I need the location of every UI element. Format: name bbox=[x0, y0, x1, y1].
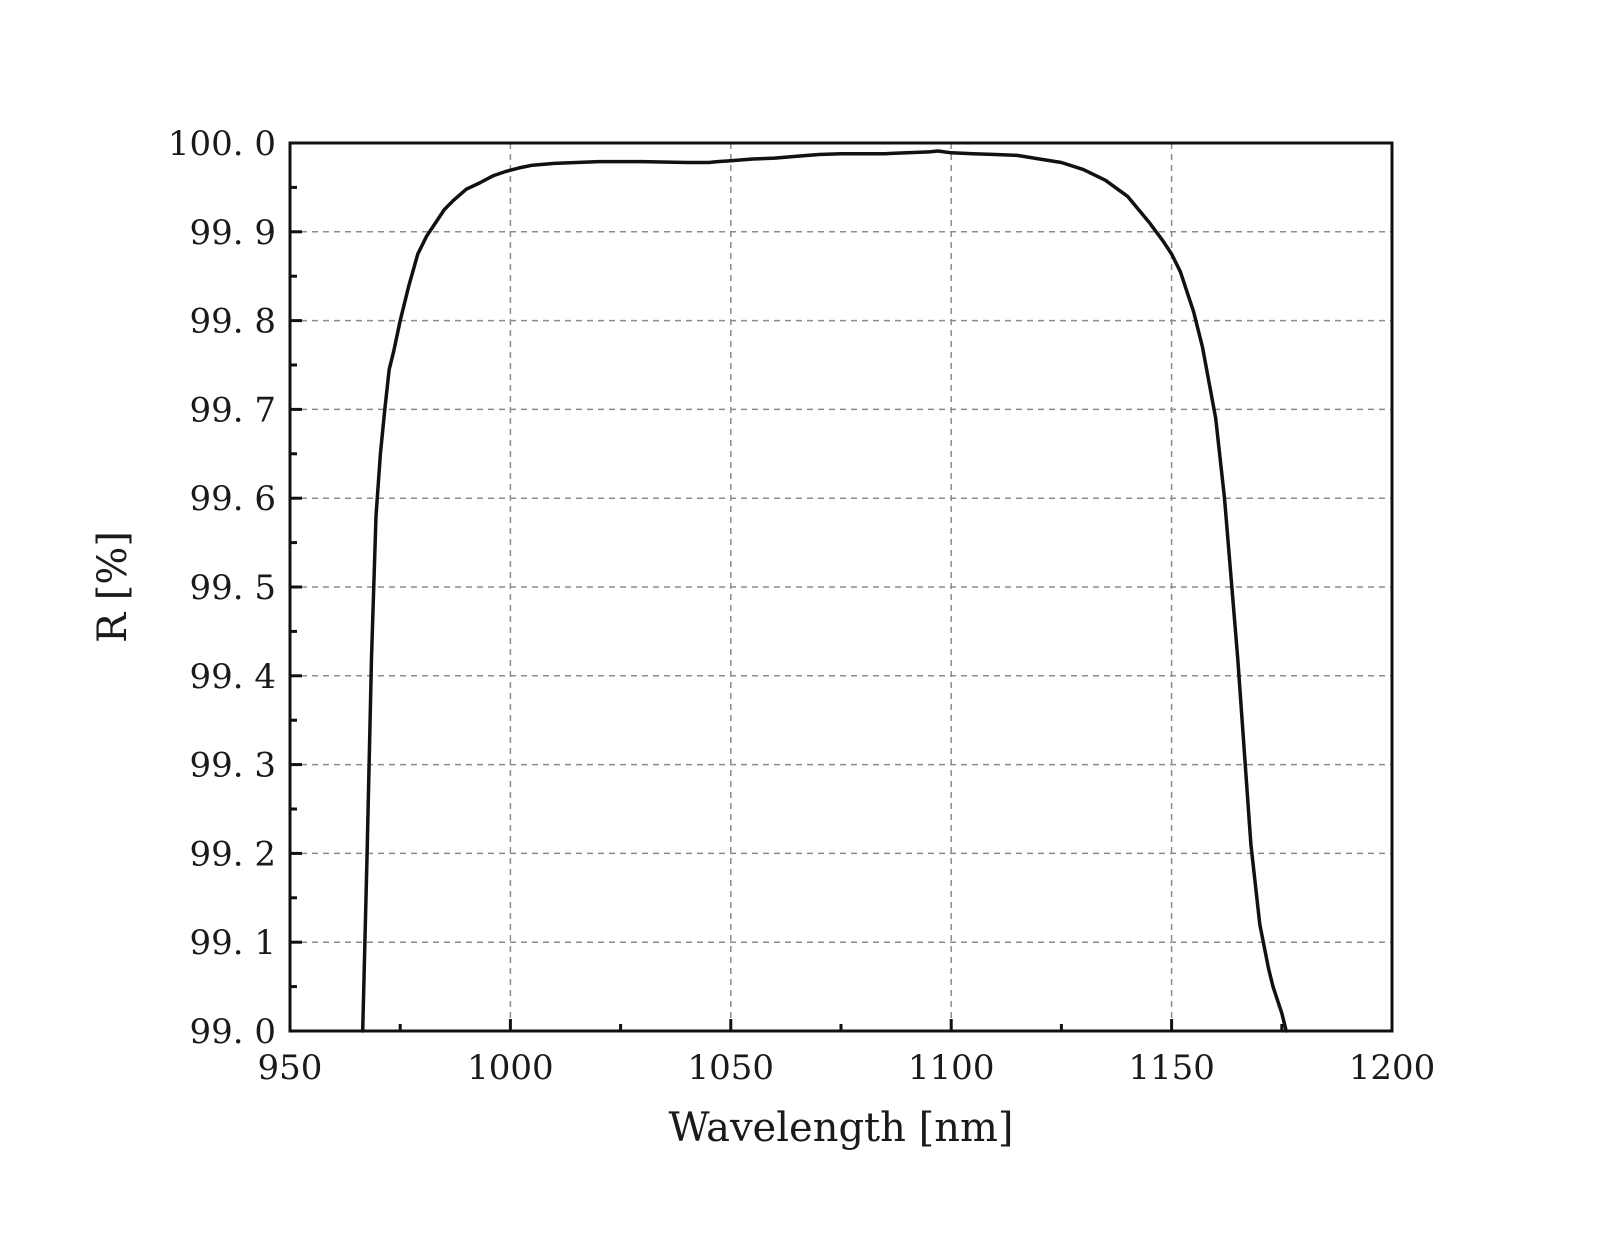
tick-labels: 950 1000 1050 1100 1150 1200 99. 0 99. 1 99. 2 99… bbox=[168, 124, 1435, 1088]
y-tick-label: 99. 0 bbox=[189, 1012, 276, 1052]
x-tick-label: 1000 bbox=[467, 1048, 554, 1088]
ticks bbox=[288, 141, 1394, 1033]
y-tick-label: 99. 6 bbox=[189, 479, 276, 519]
grid bbox=[290, 143, 1392, 1031]
y-tick-label: 99. 5 bbox=[189, 568, 276, 608]
x-tick-label: 1150 bbox=[1128, 1048, 1215, 1088]
x-axis-title: Wavelength [nm] bbox=[668, 1105, 1013, 1151]
x-tick-label: 1050 bbox=[688, 1048, 775, 1088]
y-tick-label: 99. 1 bbox=[189, 923, 276, 963]
x-tick-label: 1100 bbox=[908, 1048, 995, 1088]
y-tick-label: 99. 3 bbox=[189, 746, 276, 786]
y-tick-label: 99. 4 bbox=[189, 657, 276, 697]
y-tick-label: 99. 9 bbox=[189, 213, 276, 253]
y-axis-title: R [%] bbox=[90, 531, 136, 643]
x-tick-label: 1200 bbox=[1349, 1048, 1436, 1088]
y-tick-label: 100. 0 bbox=[168, 124, 276, 164]
y-tick-label: 99. 2 bbox=[189, 834, 276, 874]
series-layer bbox=[360, 149, 1288, 1033]
x-tick-label: 950 bbox=[258, 1048, 323, 1088]
reflectance-line bbox=[360, 149, 1288, 1033]
y-tick-label: 99. 8 bbox=[189, 302, 276, 342]
y-tick-label: 99. 7 bbox=[189, 390, 276, 430]
